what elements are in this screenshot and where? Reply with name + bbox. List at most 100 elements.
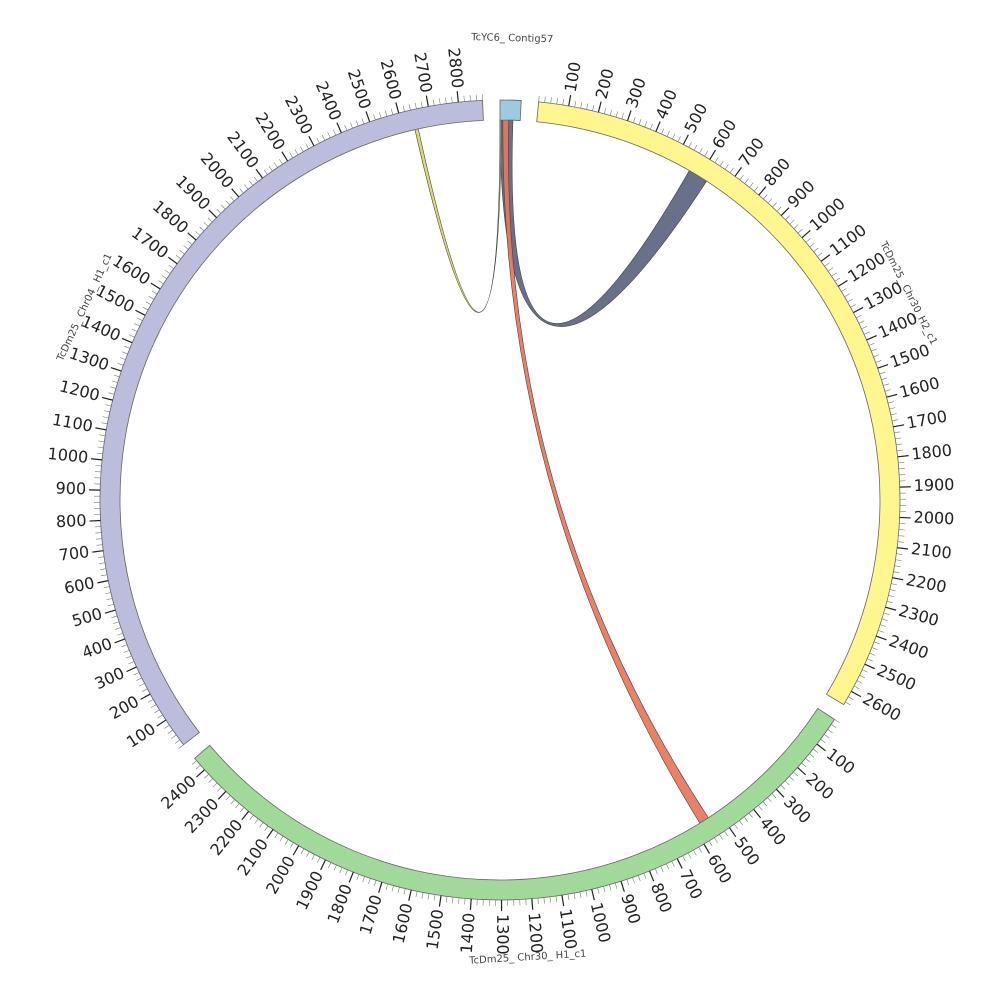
tick-mark (649, 870, 655, 882)
tick-label: 900 (784, 176, 819, 211)
tick-label: 1600 (109, 251, 154, 289)
tick-label: 2400 (886, 631, 931, 663)
tick-label: 2300 (181, 794, 223, 837)
tick-label: 2600 (377, 57, 406, 101)
segment-arc (499, 99, 522, 121)
segment-name: TcYC6_ Contig57 (470, 32, 553, 45)
tick-label: 600 (62, 573, 96, 598)
tick-mark (126, 666, 137, 673)
tick-mark (877, 364, 889, 369)
tick-mark (308, 135, 315, 147)
tick-mark (336, 122, 342, 134)
tick-mark (266, 829, 274, 839)
tick-label: 1300 (493, 914, 512, 955)
tick-mark (241, 810, 250, 821)
tick-mark (231, 188, 240, 198)
tick-label: 900 (617, 891, 644, 926)
tick-mark (801, 230, 811, 239)
tick-label: 1800 (910, 440, 953, 463)
tick-mark (864, 663, 876, 670)
tick-label: 800 (55, 511, 86, 532)
tick-mark (469, 898, 472, 910)
tick-mark (885, 606, 897, 611)
tick-mark (620, 881, 625, 892)
tick-mark (187, 232, 197, 241)
tick-mark (104, 609, 116, 614)
tick-label: 2000 (197, 149, 238, 192)
tick-mark (837, 279, 848, 287)
tick-mark (682, 134, 689, 145)
tick-label: 1100 (51, 410, 94, 436)
tick-label: 500 (680, 100, 711, 136)
tick-mark (425, 95, 429, 107)
tick-mark (140, 693, 151, 700)
tick-label: 2000 (913, 508, 955, 529)
tick-label: 300 (780, 792, 815, 827)
tick-mark (365, 111, 371, 123)
tick-mark (893, 424, 905, 428)
tick-mark (89, 519, 101, 522)
tick-mark (758, 186, 767, 196)
segment-arc (536, 101, 901, 706)
segment-arc (193, 707, 836, 901)
tick-label: 500 (730, 833, 763, 869)
tick-label: 700 (58, 542, 91, 565)
tick-label: 2200 (251, 109, 289, 154)
tick-mark (561, 895, 565, 907)
tick-mark (114, 638, 126, 644)
minor-ticks (538, 95, 907, 706)
tick-label: 1500 (887, 340, 932, 371)
tick-label: 200 (802, 769, 837, 804)
segment-name: TcDm25_ Chr30_ H1_c1 (468, 949, 587, 967)
tick-label: 1600 (389, 901, 417, 945)
tick-label: 1700 (356, 892, 386, 937)
tick-mark (897, 547, 909, 550)
tick-mark (780, 207, 790, 216)
tick-mark (438, 895, 442, 907)
tick-label: 2100 (233, 835, 272, 879)
tick-mark (110, 366, 122, 372)
tick-label: 2800 (444, 47, 467, 89)
tick-mark (95, 427, 107, 431)
tick-label: 1000 (47, 444, 89, 467)
tick-mark (892, 577, 904, 581)
tick-label: 800 (760, 154, 794, 190)
tick-mark (886, 393, 898, 398)
tick-label: 2200 (904, 570, 948, 597)
tick-label: 400 (652, 87, 681, 123)
tick-label: 1500 (423, 908, 448, 951)
tick-mark (820, 254, 831, 262)
tick-label: 1900 (913, 475, 954, 495)
tick-label: 100 (823, 744, 859, 778)
tick-mark (655, 121, 661, 132)
tick-label: 1900 (172, 172, 214, 214)
tick-label: 1600 (897, 373, 941, 402)
tick-mark (850, 690, 862, 698)
tick-mark (292, 845, 300, 856)
tick-label: 1000 (587, 901, 615, 945)
tick-label: 800 (647, 880, 676, 915)
tick-mark (797, 766, 807, 776)
tick-mark (676, 858, 683, 869)
tick-label: 2700 (410, 51, 436, 94)
tick-label: 300 (622, 75, 650, 110)
tick-label: 400 (756, 813, 790, 849)
tick-label: 2000 (262, 852, 299, 897)
tick-label: 1900 (292, 868, 327, 913)
tick-mark (626, 110, 632, 122)
tick-label: 1700 (128, 223, 172, 262)
tick-label: 1200 (524, 912, 546, 954)
tick-mark (92, 550, 104, 553)
tick-label: 100 (561, 60, 585, 93)
tick-mark (217, 790, 227, 800)
tick-mark (531, 898, 534, 910)
tick-label: 2500 (344, 67, 375, 112)
tick-mark (866, 334, 877, 341)
tick-label: 500 (70, 604, 105, 631)
tick-mark (816, 743, 826, 752)
tick-mark (97, 580, 109, 584)
tick-mark (734, 167, 742, 177)
tick-label: 1300 (67, 343, 112, 374)
link-ribbon (414, 119, 502, 313)
